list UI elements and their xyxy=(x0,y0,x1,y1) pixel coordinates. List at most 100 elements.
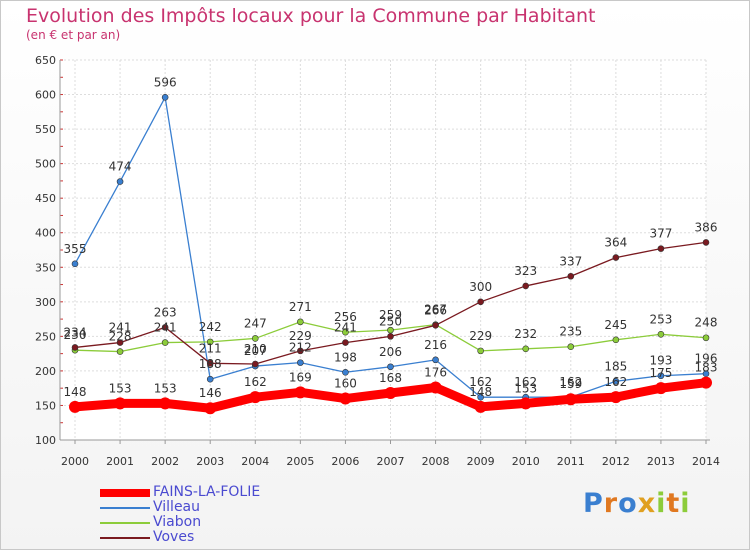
legend-swatch xyxy=(100,537,150,539)
data-label-viabon: 228 xyxy=(109,330,132,344)
data-label-villeau: 216 xyxy=(424,338,447,352)
data-label-viabon: 248 xyxy=(695,316,718,330)
y-tick-label: 650 xyxy=(35,54,56,67)
logo-letter: i xyxy=(656,488,667,519)
series-layer xyxy=(69,94,712,415)
legend-label: Voves xyxy=(153,529,195,545)
y-tick-label: 250 xyxy=(35,330,56,343)
data-point-fains-la-folie xyxy=(69,400,81,413)
data-label-villeau: 596 xyxy=(154,75,177,89)
data-label-viabon: 230 xyxy=(64,328,87,342)
data-point-viabon xyxy=(612,336,620,344)
data-point-viabon xyxy=(522,345,530,353)
data-label-voves: 266 xyxy=(424,303,447,317)
data-label-villeau: 207 xyxy=(244,344,267,358)
x-tick-label: 2014 xyxy=(692,455,720,468)
data-label-viabon: 256 xyxy=(334,310,357,324)
x-tick-label: 2006 xyxy=(331,455,359,468)
data-point-voves xyxy=(432,322,439,329)
y-tick-label: 500 xyxy=(35,158,56,171)
data-label-villeau: 162 xyxy=(559,375,582,389)
data-label-fains-la-folie: 160 xyxy=(334,377,357,391)
data-point-voves xyxy=(567,272,575,280)
data-point-fains-la-folie xyxy=(519,397,532,410)
logo-letter: i xyxy=(680,488,691,519)
data-label-fains-la-folie: 162 xyxy=(604,375,627,389)
data-label-fains-la-folie: 148 xyxy=(64,385,87,399)
data-label-villeau: 185 xyxy=(604,359,627,373)
data-label-villeau: 162 xyxy=(514,375,537,389)
x-tick-label: 2000 xyxy=(61,455,89,468)
legend-swatch xyxy=(100,489,150,497)
legend-label: Villeau xyxy=(153,499,201,515)
y-tick-label: 550 xyxy=(35,123,56,136)
legend-swatch xyxy=(100,522,150,524)
y-tick-label: 300 xyxy=(35,296,56,309)
plot-background xyxy=(60,60,706,440)
axes: 100 150 200 250 300 350 400 450 500 550 600 650 2000… xyxy=(35,54,720,468)
data-label-voves: 229 xyxy=(289,329,312,343)
x-tick-label: 2003 xyxy=(196,455,224,468)
x-tick-label: 2007 xyxy=(377,455,405,468)
data-point-voves xyxy=(387,333,394,340)
data-label-villeau: 198 xyxy=(334,350,357,364)
data-label-fains-la-folie: 148 xyxy=(469,385,492,399)
data-point-villeau xyxy=(387,363,394,371)
x-tick-label: 2002 xyxy=(151,455,179,468)
data-point-voves xyxy=(251,360,259,368)
data-point-fains-la-folie xyxy=(474,400,487,413)
data-point-viabon xyxy=(297,318,304,326)
chart-title: Evolution des Impôts locaux pour la Comm… xyxy=(26,5,596,27)
data-label-villeau: 193 xyxy=(649,354,672,368)
data-point-voves xyxy=(612,254,620,261)
chart-subtitle: (en € et par an) xyxy=(26,28,121,42)
data-label-villeau: 212 xyxy=(289,341,312,355)
x-tick-label: 2009 xyxy=(467,455,495,468)
y-tick-label: 600 xyxy=(35,89,56,102)
logo-letter: t xyxy=(666,488,681,519)
data-point-fains-la-folie xyxy=(204,402,217,415)
data-label-viabon: 229 xyxy=(469,329,492,343)
data-label-viabon: 253 xyxy=(649,312,672,326)
data-point-voves xyxy=(71,344,79,351)
x-tick-label: 2013 xyxy=(647,455,675,468)
data-label-fains-la-folie: 153 xyxy=(154,381,177,395)
proxiti-logo: Proxiti xyxy=(583,488,691,519)
data-point-viabon xyxy=(567,343,575,351)
data-point-fains-la-folie xyxy=(654,382,667,395)
data-point-fains-la-folie xyxy=(339,392,352,405)
data-label-villeau: 474 xyxy=(109,160,132,174)
data-label-viabon: 232 xyxy=(514,327,537,341)
data-point-fains-la-folie xyxy=(429,381,442,394)
data-label-voves: 300 xyxy=(469,280,492,294)
data-label-villeau: 206 xyxy=(379,345,402,359)
y-tick-label: 200 xyxy=(35,365,56,378)
logo-letter: x xyxy=(637,488,657,519)
data-point-villeau xyxy=(116,178,124,185)
y-tick-label: 450 xyxy=(35,192,56,205)
data-label-viabon: 245 xyxy=(604,318,627,332)
data-point-viabon xyxy=(251,335,259,342)
data-point-villeau xyxy=(432,356,439,364)
data-label-fains-la-folie: 183 xyxy=(695,361,718,375)
data-point-villeau xyxy=(477,393,484,401)
data-point-viabon xyxy=(161,339,169,346)
data-label-voves: 263 xyxy=(154,305,177,319)
data-label-fains-la-folie: 146 xyxy=(199,386,222,400)
data-point-voves xyxy=(522,282,530,290)
data-point-voves xyxy=(342,339,349,346)
data-label-fains-la-folie: 159 xyxy=(559,377,582,391)
data-label-villeau: 188 xyxy=(199,357,222,371)
data-label-voves: 250 xyxy=(379,314,402,328)
data-point-villeau xyxy=(657,372,665,380)
data-point-viabon xyxy=(657,330,665,338)
logo-letter: P xyxy=(583,488,604,519)
data-label-viabon: 242 xyxy=(199,320,222,334)
y-tick-label: 150 xyxy=(35,399,56,412)
data-label-voves: 364 xyxy=(604,236,627,250)
data-label-fains-la-folie: 162 xyxy=(244,375,267,389)
data-label-voves: 337 xyxy=(559,254,582,268)
x-tick-label: 2004 xyxy=(241,455,269,468)
